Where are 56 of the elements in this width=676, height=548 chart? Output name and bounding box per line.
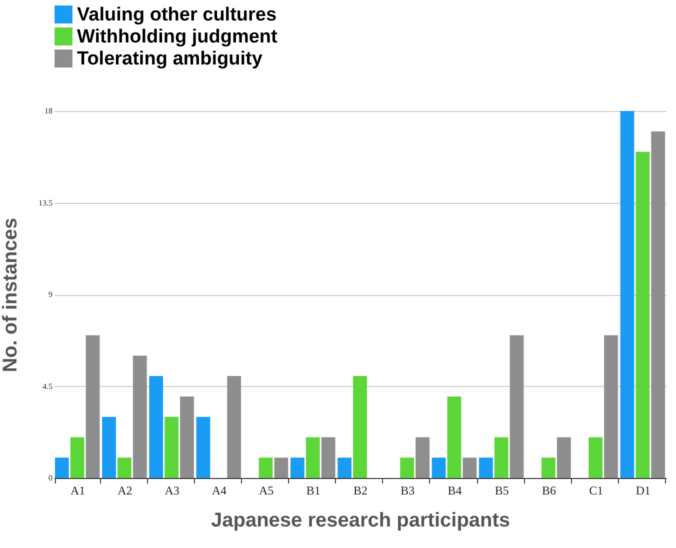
legend-label: Withholding judgment bbox=[77, 26, 278, 48]
bar bbox=[604, 335, 618, 478]
bar bbox=[400, 458, 414, 478]
bar bbox=[338, 458, 352, 478]
bar bbox=[620, 111, 634, 478]
bar bbox=[274, 458, 288, 478]
x-tick-label: A1 bbox=[70, 484, 86, 498]
y-tick-label: 4.5 bbox=[42, 382, 52, 391]
bar bbox=[86, 335, 100, 478]
bar bbox=[447, 396, 462, 478]
x-tick-label: B2 bbox=[353, 484, 368, 498]
bar bbox=[164, 416, 178, 478]
bar bbox=[117, 458, 132, 478]
bar bbox=[132, 356, 147, 478]
x-tick-label: D1 bbox=[636, 484, 651, 498]
bar bbox=[651, 131, 666, 478]
bar bbox=[432, 458, 446, 478]
y-tick-label: 0 bbox=[48, 474, 52, 482]
x-tick-label: B5 bbox=[494, 484, 509, 498]
bar bbox=[636, 152, 650, 478]
x-tick-label: A2 bbox=[118, 484, 132, 498]
x-axis-title: Japanese research participants bbox=[210, 510, 510, 532]
bar bbox=[462, 458, 477, 478]
bar bbox=[227, 376, 242, 478]
bar bbox=[510, 335, 524, 478]
bar bbox=[588, 437, 603, 478]
bar bbox=[70, 437, 84, 478]
x-tick-label: C1 bbox=[589, 484, 604, 498]
y-tick-label: 18 bbox=[44, 106, 52, 116]
x-tick-label: B3 bbox=[400, 484, 415, 498]
bar bbox=[321, 437, 336, 478]
x-tick-label: A5 bbox=[258, 484, 274, 498]
bar bbox=[102, 416, 116, 478]
x-tick-label: B4 bbox=[448, 484, 462, 498]
bar bbox=[353, 376, 367, 478]
bar bbox=[542, 458, 556, 478]
bar bbox=[54, 458, 69, 478]
x-tick-label: A4 bbox=[212, 484, 226, 498]
legend-label: Valuing other cultures bbox=[77, 4, 277, 26]
bar bbox=[196, 416, 210, 478]
x-tick-label: A3 bbox=[164, 484, 180, 498]
bar bbox=[149, 376, 164, 478]
bar bbox=[478, 458, 493, 478]
y-tick-label: 13.5 bbox=[38, 198, 52, 208]
y-tick-label: 9 bbox=[48, 290, 52, 299]
bar bbox=[306, 437, 320, 478]
bar bbox=[180, 396, 194, 478]
x-tick-label: B6 bbox=[542, 484, 556, 498]
bar bbox=[290, 458, 304, 478]
x-tick-label: B1 bbox=[306, 484, 320, 498]
legend-label: Tolerating ambiguity bbox=[77, 48, 263, 70]
bar bbox=[258, 458, 273, 478]
y-axis-title: No. of instances bbox=[0, 218, 22, 372]
bar bbox=[416, 437, 430, 478]
bar bbox=[494, 437, 508, 478]
bar bbox=[556, 437, 571, 478]
